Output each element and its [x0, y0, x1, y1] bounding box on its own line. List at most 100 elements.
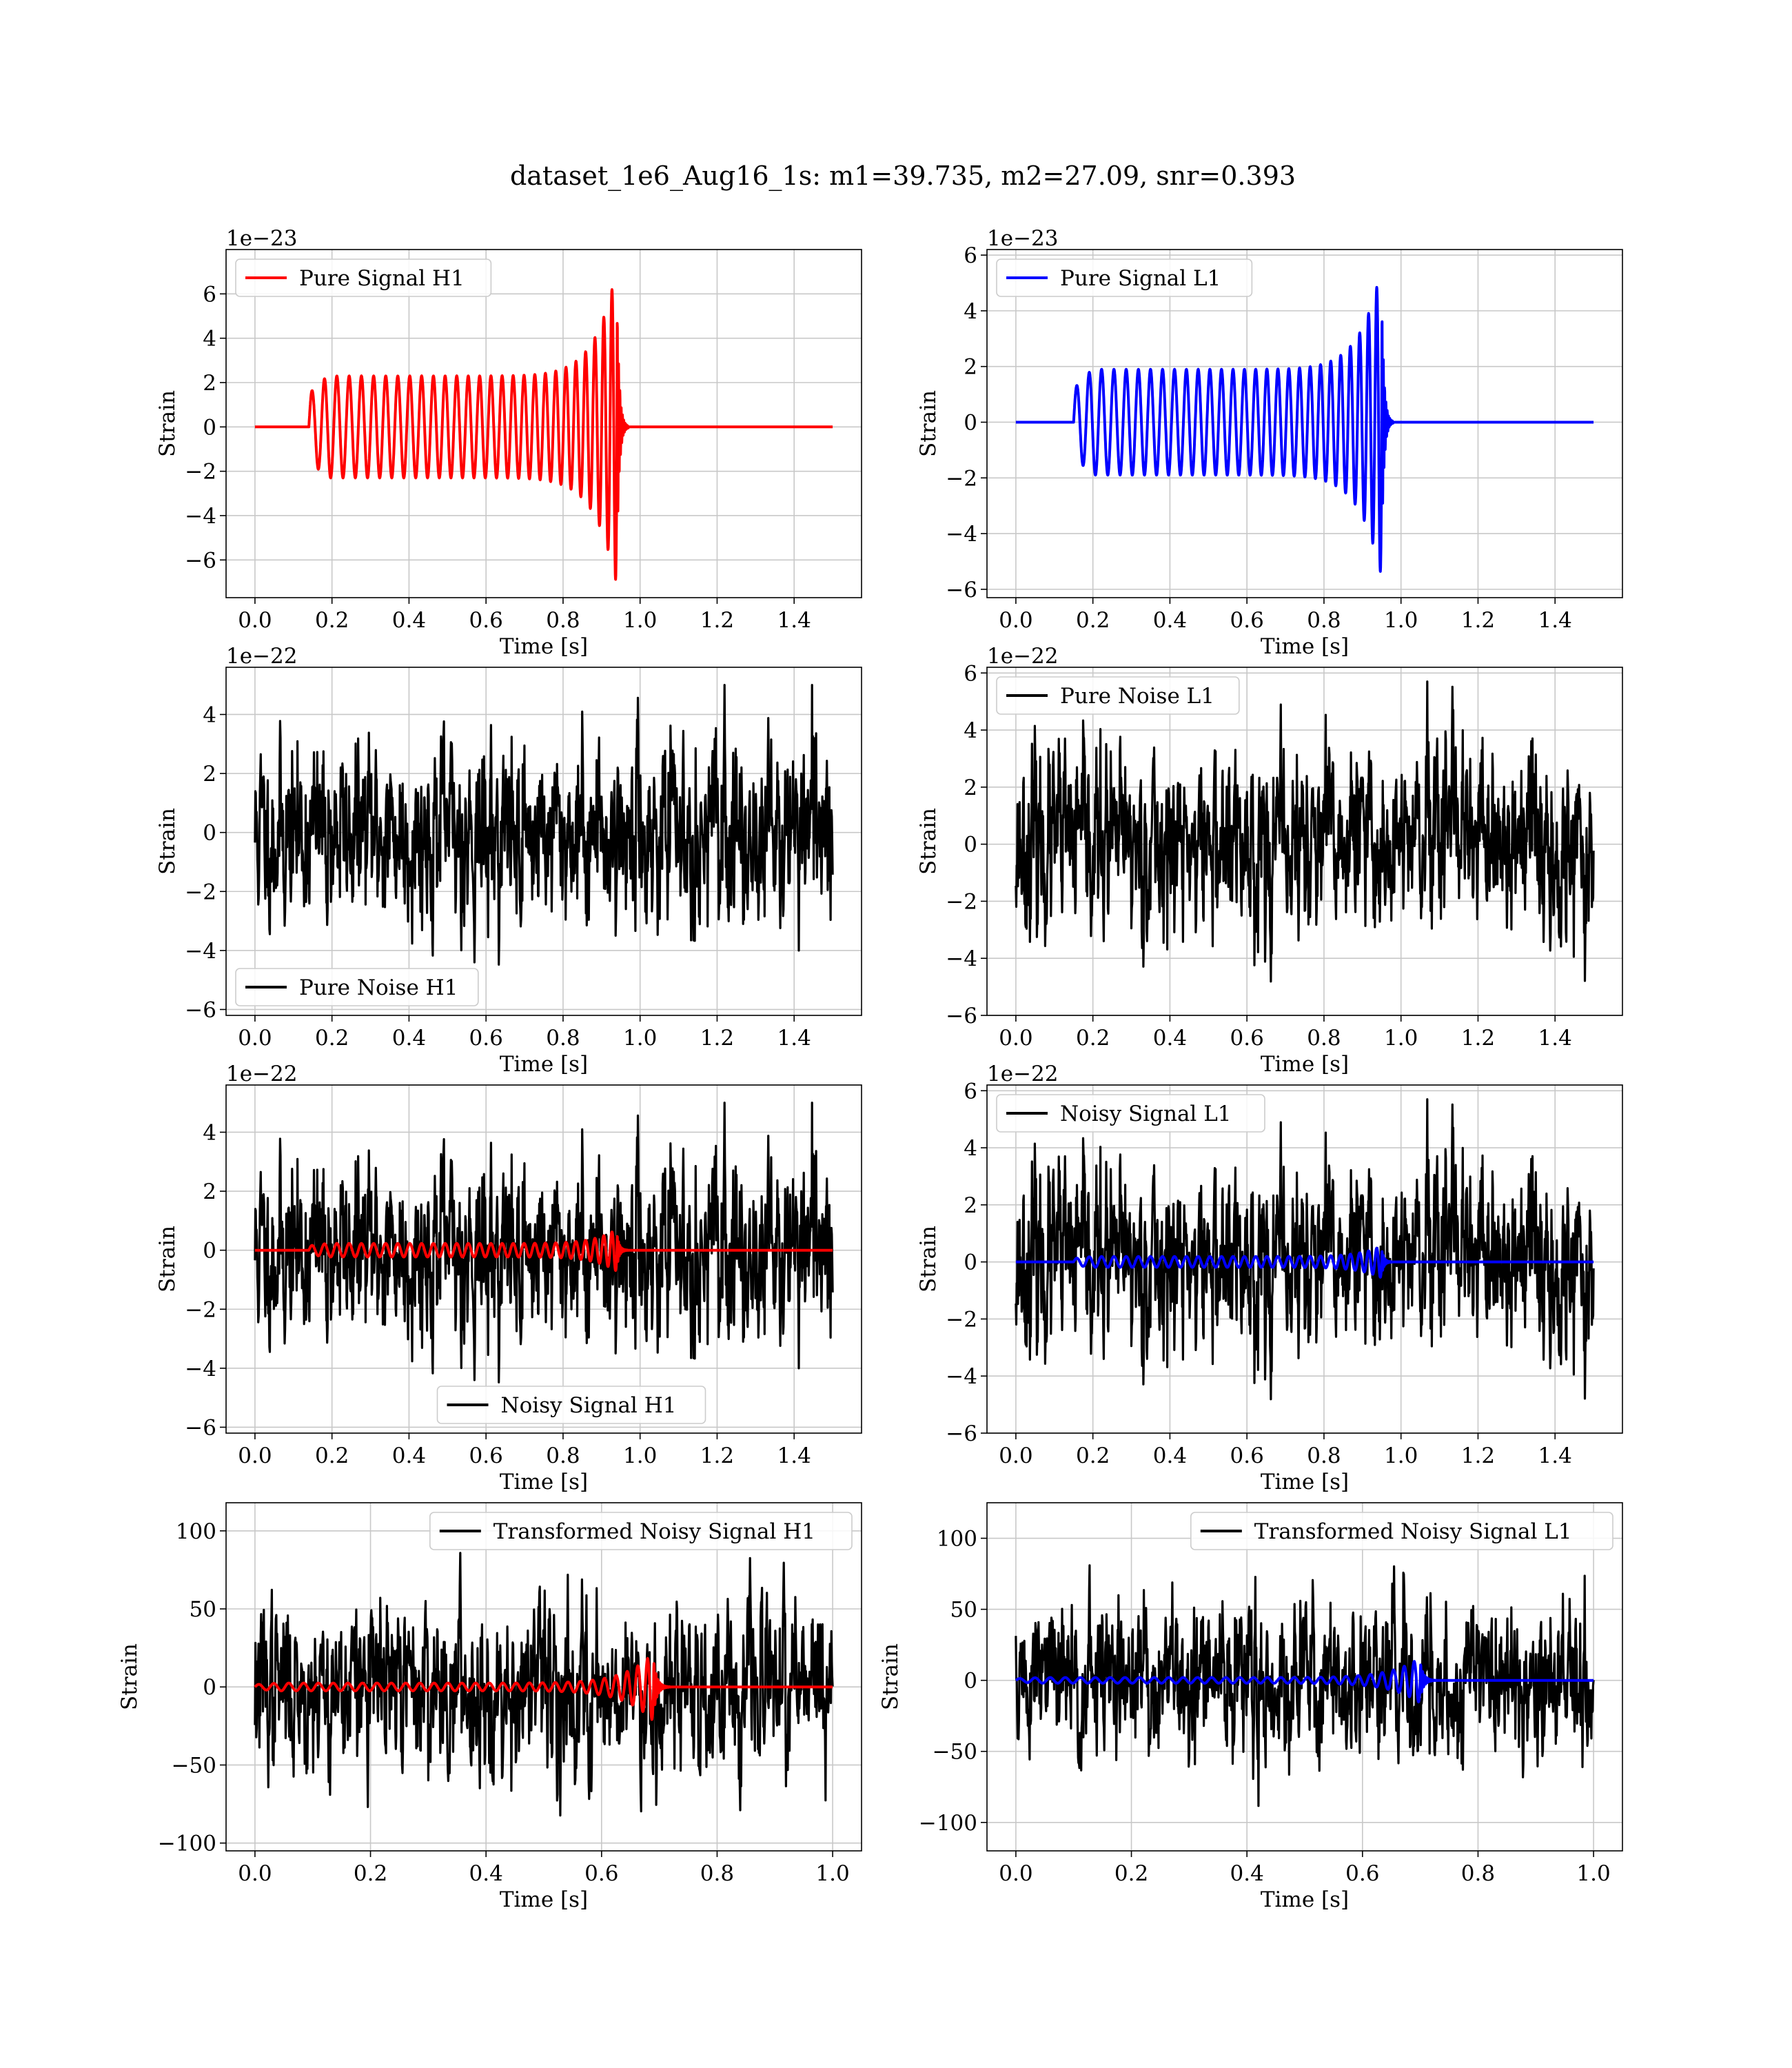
- y-tick-label: 4: [964, 1136, 977, 1161]
- x-tick-label: 0.0: [238, 1443, 272, 1468]
- y-tick-label: −6: [185, 997, 216, 1022]
- x-tick-label: 0.8: [700, 1861, 734, 1886]
- y-tick-label: 0: [964, 1669, 977, 1694]
- y-tick-label: −6: [185, 548, 216, 573]
- legend-label: Pure Signal L1: [1060, 266, 1221, 291]
- y-axis-label: Strain: [878, 1643, 903, 1710]
- y-tick-label: 0: [203, 415, 216, 440]
- y-tick-label: 0: [203, 821, 216, 846]
- y-axis-label: Strain: [155, 1226, 180, 1292]
- y-tick-label: −100: [919, 1811, 977, 1836]
- y-tick-label: 2: [203, 1179, 216, 1204]
- legend-label: Noisy Signal H1: [501, 1393, 677, 1418]
- x-tick-label: 0.0: [999, 1861, 1032, 1886]
- y-axis-label: Strain: [916, 1226, 941, 1292]
- y-tick-label: −2: [185, 1297, 216, 1322]
- y-tick-label: 0: [964, 833, 977, 858]
- y-tick-label: 50: [950, 1598, 977, 1623]
- y-tick-label: 2: [203, 371, 216, 396]
- axes-frame: [225, 249, 862, 598]
- y-tick-label: 2: [964, 1193, 977, 1218]
- x-tick-label: 1.2: [1461, 1443, 1495, 1468]
- x-axis-label: Time [s]: [1261, 1052, 1349, 1077]
- x-tick-label: 0.4: [1153, 608, 1187, 633]
- legend: Noisy Signal H1: [436, 1386, 706, 1424]
- x-tick-label: 0.6: [469, 608, 503, 633]
- legend: Pure Noise H1: [235, 968, 479, 1006]
- x-tick-label: 0.2: [315, 1443, 349, 1468]
- series-line-2: [1015, 1246, 1595, 1279]
- y-tick-label: −4: [185, 1357, 216, 1381]
- y-axis-label: Strain: [155, 808, 180, 875]
- x-tick-label: 0.8: [546, 1026, 580, 1051]
- y-tick-label: −6: [946, 1421, 977, 1446]
- series-line-1: [1015, 680, 1595, 983]
- figure-title: dataset_1e6_Aug16_1s: m1=39.735, m2=27.0…: [510, 161, 1296, 192]
- y-tick-label: 4: [203, 702, 216, 727]
- x-tick-label: 1.4: [777, 608, 811, 633]
- plot-area: [254, 1552, 834, 1817]
- x-axis-label: Time [s]: [1261, 1470, 1349, 1494]
- axes-frame: [986, 1502, 1623, 1852]
- subplot-8: 0.0 0.2 0.4 0.6 0.8 1.0 −100 −50 0 50 100 Time [s] S…: [878, 1502, 1623, 1912]
- y-tick-label: −50: [172, 1753, 216, 1778]
- subplot-1: 0.0 0.2 0.4 0.6 0.8 1.0 1.2 1.4 −6 −4 −2 0 2 4 6 1e−23 T…: [155, 226, 862, 659]
- y-tick-label: 6: [964, 1079, 977, 1104]
- y-tick-label: −6: [946, 578, 977, 602]
- y-tick-label: 4: [203, 1120, 216, 1145]
- y-tick-label: 6: [964, 243, 977, 268]
- x-tick-label: 0.8: [1307, 1026, 1341, 1051]
- x-tick-label: 0.0: [238, 1861, 272, 1886]
- legend-label: Transformed Noisy Signal H1: [493, 1519, 815, 1544]
- legend-box: [996, 258, 1253, 297]
- x-tick-label: 1.2: [700, 1026, 734, 1051]
- x-tick-label: 1.2: [1461, 608, 1495, 633]
- y-tick-label: 100: [937, 1527, 977, 1552]
- x-tick-label: 1.0: [623, 608, 657, 633]
- series-line-1: [254, 288, 834, 581]
- x-tick-label: 0.4: [392, 1443, 426, 1468]
- x-tick-label: 0.0: [238, 1026, 272, 1051]
- y-tick-label: 2: [964, 355, 977, 380]
- x-tick-label: 1.0: [623, 1443, 657, 1468]
- legend-label: Transformed Noisy Signal L1: [1254, 1519, 1572, 1544]
- x-tick-label: 0.4: [1153, 1443, 1187, 1468]
- x-axis-label: Time [s]: [500, 634, 588, 659]
- legend-box: [235, 968, 479, 1006]
- legend-label: Noisy Signal L1: [1060, 1102, 1232, 1126]
- y-offset-text: 1e−23: [226, 226, 298, 251]
- x-tick-label: 1.4: [777, 1026, 811, 1051]
- y-offset-text: 1e−22: [987, 644, 1059, 669]
- y-tick-label: 4: [964, 299, 977, 324]
- y-tick-label: −4: [946, 946, 977, 971]
- series-line-1: [1015, 1564, 1595, 1807]
- y-axis-label: Strain: [117, 1643, 142, 1710]
- x-tick-label: 0.8: [1307, 608, 1341, 633]
- legend: Noisy Signal L1: [996, 1094, 1265, 1133]
- y-tick-label: 0: [203, 1675, 216, 1700]
- y-tick-label: −2: [946, 466, 977, 491]
- axes-frame: [225, 1084, 862, 1434]
- x-tick-label: 0.8: [1461, 1861, 1495, 1886]
- x-tick-label: 0.0: [999, 1026, 1032, 1051]
- legend: Transformed Noisy Signal L1: [1190, 1512, 1613, 1550]
- y-tick-label: 2: [203, 762, 216, 787]
- plot-area: [1015, 680, 1595, 983]
- legend: Transformed Noisy Signal H1: [429, 1512, 853, 1550]
- x-tick-label: 1.4: [1538, 1026, 1572, 1051]
- x-tick-label: 1.0: [1384, 608, 1418, 633]
- y-tick-label: −2: [946, 889, 977, 914]
- axes-frame: [225, 667, 862, 1016]
- plot-area: [254, 684, 834, 966]
- x-tick-label: 0.4: [1230, 1861, 1264, 1886]
- series-line-1: [254, 1552, 834, 1817]
- y-tick-label: −4: [946, 1364, 977, 1389]
- legend-box: [996, 1094, 1265, 1133]
- y-tick-label: 0: [964, 1250, 977, 1275]
- x-tick-label: 1.0: [1576, 1861, 1610, 1886]
- x-axis-label: Time [s]: [500, 1052, 588, 1077]
- x-tick-label: 0.6: [584, 1861, 618, 1886]
- plot-area: [1015, 285, 1595, 573]
- x-tick-label: 0.6: [1230, 1443, 1264, 1468]
- x-tick-label: 0.2: [315, 1026, 349, 1051]
